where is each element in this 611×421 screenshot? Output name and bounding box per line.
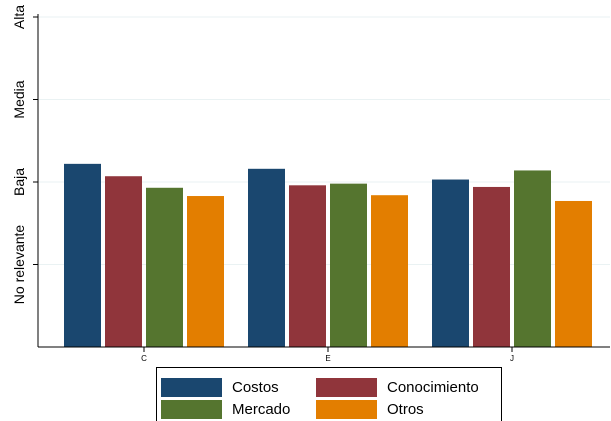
y-tick-label-2: Media: [11, 80, 27, 118]
legend: Costos Conocimiento Mercado Otros: [156, 367, 502, 421]
legend-label-conocimiento: Conocimiento: [387, 378, 479, 396]
bar-mercado-j: [514, 170, 551, 347]
bar-otros-j: [555, 200, 592, 347]
legend-swatch-conocimiento: [316, 377, 377, 397]
x-tick-label-e: E: [325, 354, 330, 363]
x-tick-label-c: C: [141, 354, 147, 363]
legend-item-mercado: Mercado: [161, 399, 290, 419]
bar-otros-e: [371, 195, 408, 347]
legend-label-costos: Costos: [232, 378, 279, 396]
y-tick-label-0: No relevante: [11, 225, 27, 305]
legend-label-mercado: Mercado: [232, 400, 291, 418]
bar-chart: C E J No relevante Baja Media Alta: [11, 5, 610, 363]
bar-conocimiento-j: [473, 186, 510, 347]
bar-mercado-e: [330, 183, 367, 347]
legend-swatch-mercado: [161, 399, 222, 419]
legend-item-conocimiento: Conocimiento: [316, 377, 479, 397]
bar-costos-j: [432, 179, 469, 347]
bar-otros-c: [187, 196, 224, 347]
legend-item-otros: Otros: [316, 399, 424, 419]
legend-swatch-otros: [316, 399, 377, 419]
bar-conocimiento-e: [289, 185, 326, 347]
x-tick-label-j: J: [510, 354, 514, 363]
bar-costos-c: [64, 163, 101, 347]
y-tick-label-3: Alta: [11, 5, 27, 29]
y-tick-label-1: Baja: [11, 168, 27, 196]
bar-costos-e: [248, 168, 285, 347]
legend-item-costos: Costos: [161, 377, 279, 397]
bar-mercado-c: [146, 187, 183, 347]
legend-label-otros: Otros: [387, 400, 424, 418]
legend-swatch-costos: [161, 377, 222, 397]
bar-conocimiento-c: [105, 176, 142, 347]
